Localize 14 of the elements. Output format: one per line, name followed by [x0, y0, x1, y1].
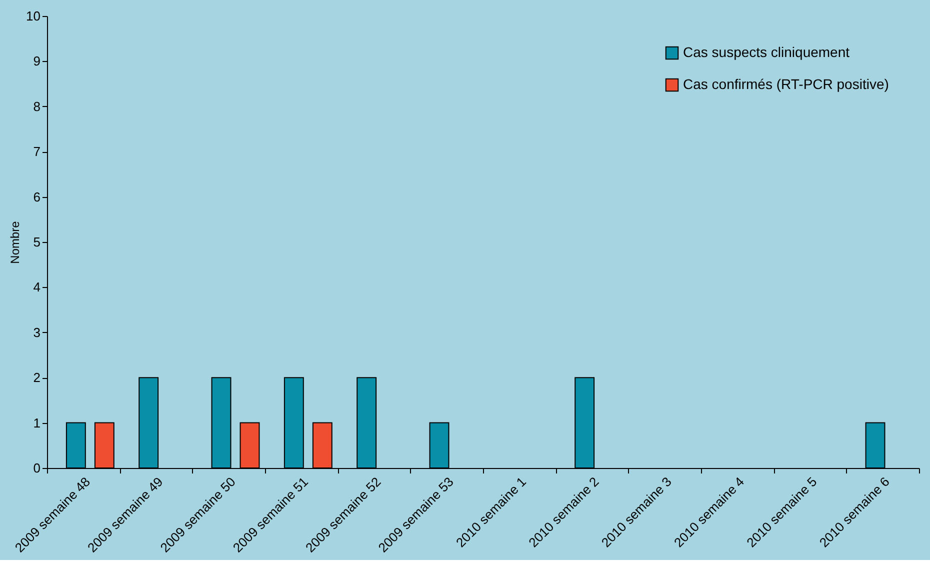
y-tick-label: 10: [26, 8, 40, 24]
y-tick-label: 6: [33, 189, 40, 204]
legend-label: Cas suspects cliniquement: [683, 44, 850, 60]
y-tick-label: 3: [33, 324, 40, 340]
y-tick-label: 1: [33, 415, 40, 430]
y-axis-title: Nombre: [8, 220, 22, 264]
y-tick-label: 7: [33, 144, 40, 160]
y-tick-label: 8: [33, 98, 40, 114]
y-tick-label: 4: [33, 280, 40, 295]
legend-label: Cas confirmés (RT-PCR positive): [683, 76, 889, 92]
y-tick-label: 2: [33, 370, 40, 386]
y-tick-label: 0: [33, 460, 40, 476]
y-tick-label: 9: [33, 54, 40, 69]
y-tick-label: 5: [33, 234, 40, 250]
